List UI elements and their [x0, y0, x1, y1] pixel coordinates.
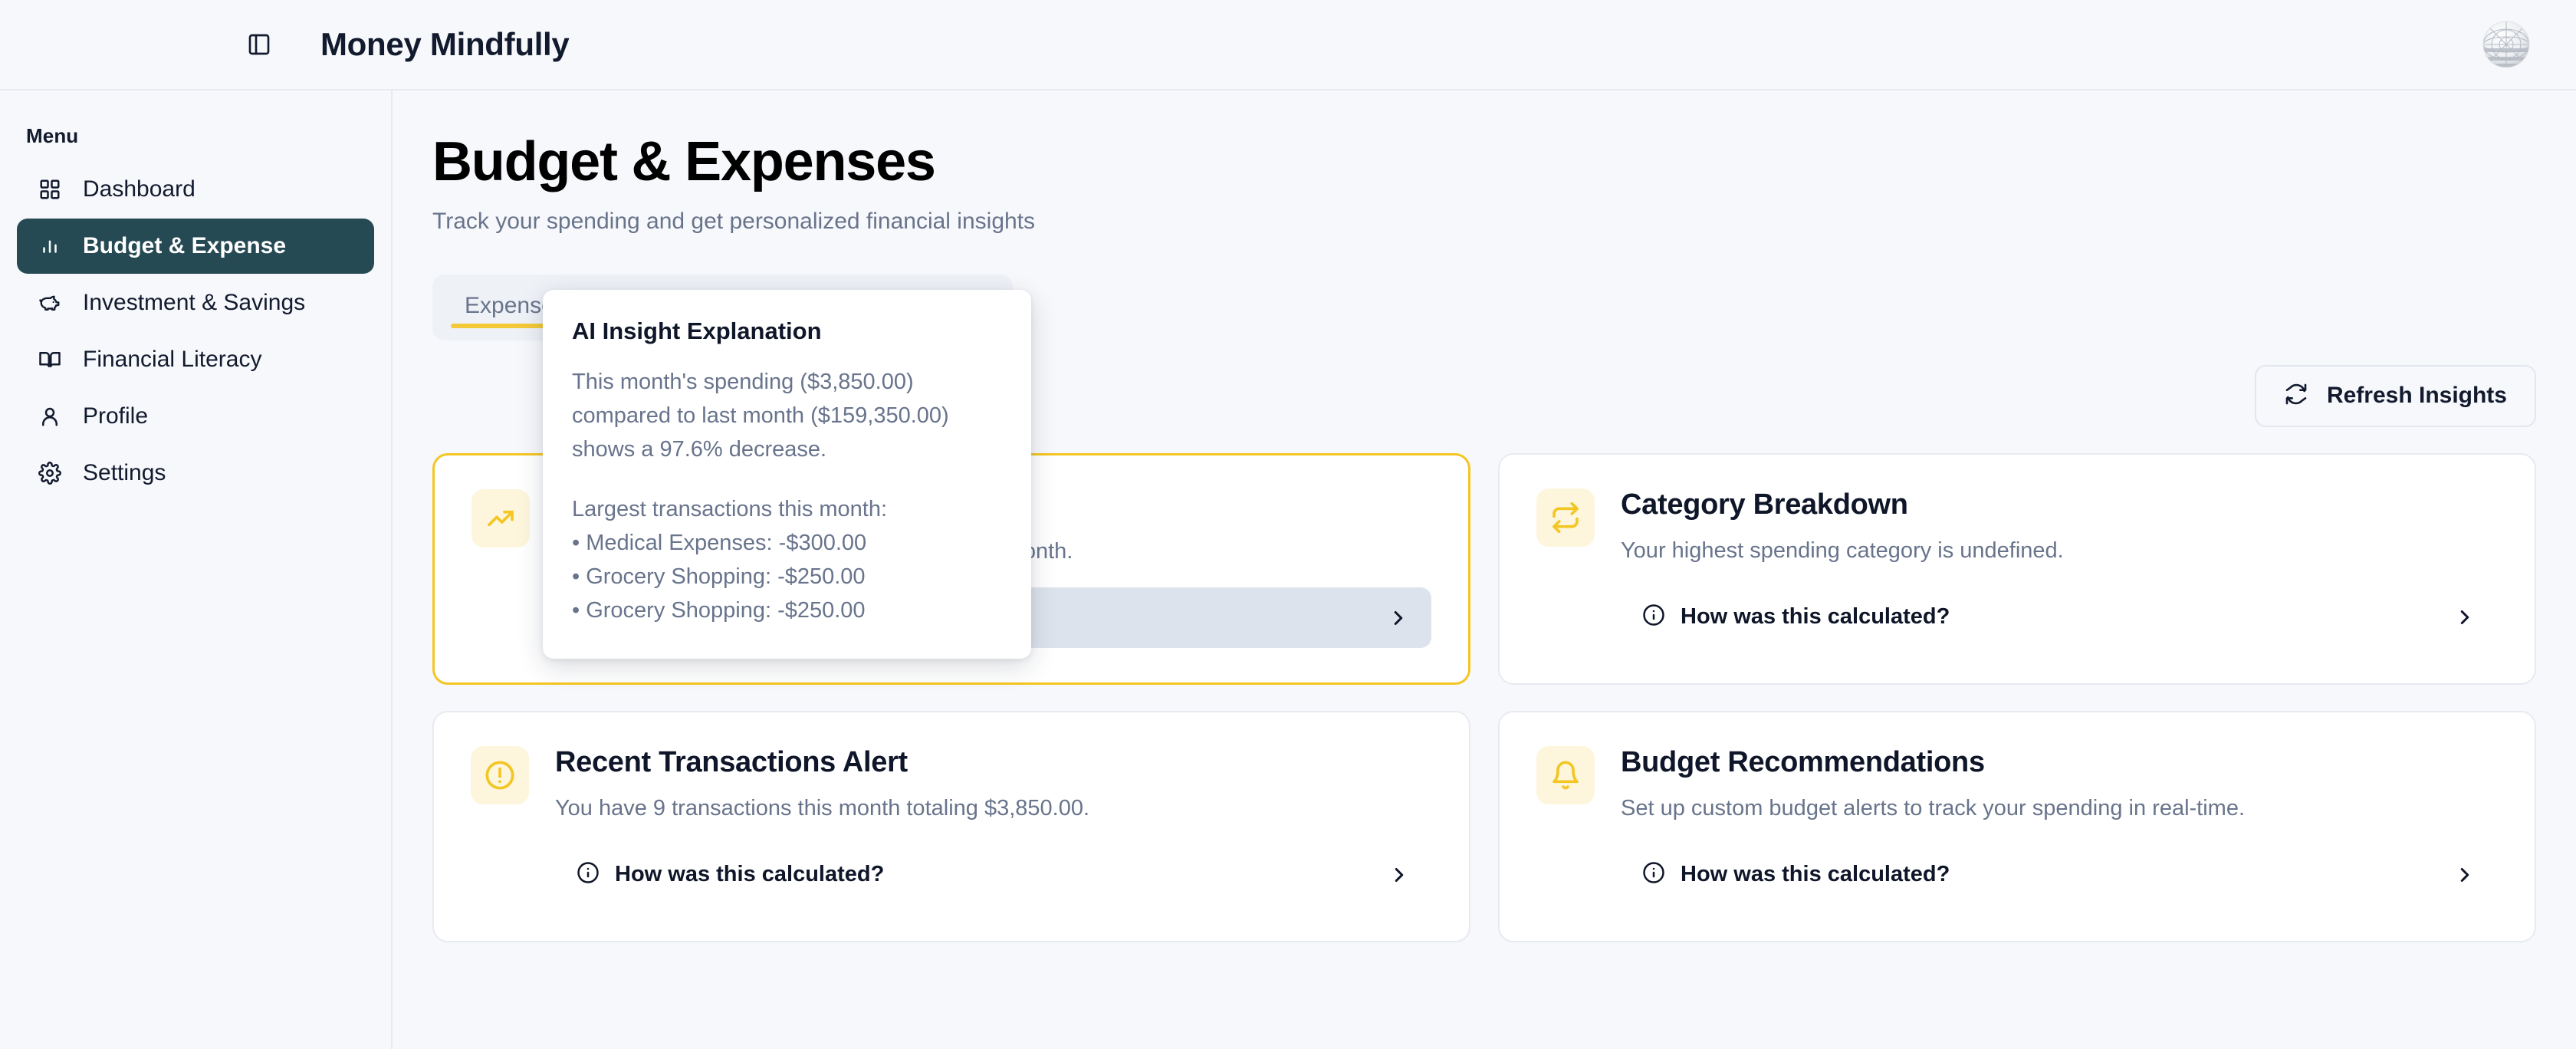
insight-card-grid: Spending Trend Your spending this month …: [432, 452, 2536, 942]
tooltip-paragraph: This month's spending ($3,850.00) compar…: [572, 370, 949, 462]
how-calculated-left: How was this calculated?: [1642, 861, 1950, 888]
refresh-insights-label: Refresh Insights: [2326, 383, 2507, 409]
chevron-right-icon: [2453, 863, 2476, 886]
top-bar-right: [2476, 15, 2536, 74]
tooltip-title: AI Insight Explanation: [572, 317, 822, 344]
top-bar-left: Money Mindfully: [0, 26, 570, 63]
sidebar-item-budget-expense[interactable]: Budget & Expense: [17, 219, 374, 274]
how-calculated-row[interactable]: How was this calculated?: [1621, 844, 2498, 905]
info-icon: [1642, 861, 1665, 888]
tooltip-spacer: [572, 466, 1002, 492]
repeat-icon: [1536, 488, 1595, 547]
tooltip-list-item: • Grocery Shopping: -$250.00: [572, 564, 866, 590]
piggy-bank-icon: [37, 290, 63, 316]
trending-up-icon: [472, 488, 530, 548]
refresh-cw-icon: [2284, 382, 2308, 410]
sidebar-item-label: Investment & Savings: [83, 290, 306, 315]
how-calculated-left: How was this calculated?: [1642, 603, 1950, 630]
tooltip-list-item: • Grocery Shopping: -$250.00: [572, 598, 866, 623]
sidebar-menu-label: Menu: [26, 124, 79, 147]
tooltip-list-item: • Medical Expenses: -$300.00: [572, 531, 867, 556]
app-title: Money Mindfully: [320, 26, 570, 62]
card-header: Category Breakdown Your highest spending…: [1536, 488, 2498, 648]
book-open-icon: [37, 347, 63, 373]
sidebar-item-investment-savings[interactable]: Investment & Savings: [17, 275, 374, 330]
sidebar-item-financial-literacy[interactable]: Financial Literacy: [17, 332, 374, 387]
globe-logo-icon[interactable]: [2476, 15, 2536, 74]
card-body: Category Breakdown Your highest spending…: [1621, 488, 2498, 648]
card-body: Recent Transactions Alert You have 9 tra…: [555, 746, 1432, 906]
ai-insight-tooltip: AI Insight Explanation This month's spen…: [543, 290, 1031, 659]
info-icon: [577, 861, 600, 888]
how-calculated-row[interactable]: How was this calculated?: [555, 844, 1432, 905]
sidebar-item-label: Profile: [83, 403, 149, 429]
sidebar: Menu Dashboard: [0, 90, 393, 1049]
card-title: Recent Transactions Alert: [555, 745, 908, 778]
how-calculated-row[interactable]: How was this calculated?: [1621, 587, 2498, 647]
insight-card-recent-transactions-alert[interactable]: Recent Transactions Alert You have 9 tra…: [432, 710, 1470, 942]
bell-icon: [1536, 745, 1595, 804]
card-title: Budget Recommendations: [1621, 745, 1985, 778]
chevron-right-icon: [1387, 607, 1410, 630]
grid-icon: [37, 176, 63, 202]
sidebar-item-label: Dashboard: [83, 176, 196, 202]
insight-card-budget-recommendations[interactable]: Budget Recommendations Set up custom bud…: [1498, 710, 2536, 942]
bar-chart-icon: [37, 233, 63, 259]
how-calculated-label: How was this calculated?: [615, 862, 885, 887]
how-calculated-label: How was this calculated?: [1681, 862, 1950, 887]
page-title: Budget & Expenses: [432, 131, 936, 192]
sidebar-item-label: Budget & Expense: [83, 233, 287, 258]
body-wrapper: Menu Dashboard: [0, 90, 2576, 1049]
info-icon: [1642, 603, 1665, 630]
card-header: Budget Recommendations Set up custom bud…: [1536, 745, 2498, 906]
sidebar-item-label: Settings: [83, 460, 166, 485]
sidebar-item-dashboard[interactable]: Dashboard: [17, 162, 374, 217]
how-calculated-label: How was this calculated?: [1681, 604, 1950, 630]
gear-icon: [37, 460, 63, 486]
chevron-right-icon: [1388, 863, 1411, 886]
page-subtitle: Track your spending and get personalized…: [432, 208, 1036, 234]
top-bar: Money Mindfully: [0, 0, 2576, 90]
sidebar-item-label: Financial Literacy: [83, 347, 262, 372]
card-body: Budget Recommendations Set up custom bud…: [1621, 746, 2498, 906]
chevron-right-icon: [2453, 606, 2476, 629]
sidebar-toggle-icon[interactable]: [244, 29, 274, 60]
refresh-insights-button[interactable]: Refresh Insights: [2254, 364, 2536, 427]
sidebar-item-settings[interactable]: Settings: [17, 446, 374, 501]
card-description: Your highest spending category is undefi…: [1621, 538, 2064, 564]
card-title: Category Breakdown: [1621, 488, 1908, 521]
insight-card-category-breakdown[interactable]: Category Breakdown Your highest spending…: [1498, 452, 2536, 685]
card-header: Recent Transactions Alert You have 9 tra…: [471, 745, 1432, 906]
how-calculated-left: How was this calculated?: [577, 861, 884, 888]
action-row: Refresh Insights: [432, 364, 2536, 427]
alert-circle-icon: [471, 745, 529, 804]
sidebar-item-profile[interactable]: Profile: [17, 389, 374, 444]
user-icon: [37, 403, 63, 429]
tooltip-list-heading: Largest transactions this month:: [572, 497, 888, 522]
card-description: Set up custom budget alerts to track you…: [1621, 796, 2246, 821]
card-description: You have 9 transactions this month total…: [555, 796, 1090, 821]
